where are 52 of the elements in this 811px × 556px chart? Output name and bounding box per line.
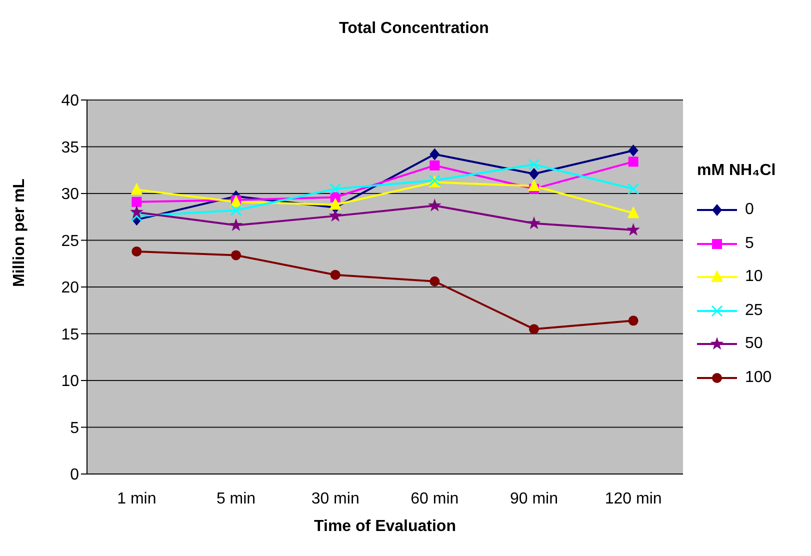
x-tick-label: 5 min	[216, 490, 256, 508]
point	[528, 158, 540, 170]
legend-label: 0	[745, 201, 754, 220]
legend-label: 25	[745, 302, 763, 320]
point	[330, 270, 340, 280]
x-axis-title: Time of Evaluation	[313, 518, 457, 536]
y-tick-label: 30	[61, 186, 80, 204]
y-tick-label: 40	[61, 92, 80, 110]
point	[627, 206, 640, 218]
point	[430, 160, 440, 170]
x-tick-label: 30 min	[311, 490, 360, 508]
legend-title: mM NH₄Cl	[697, 162, 777, 180]
point	[628, 156, 638, 167]
point	[529, 168, 539, 180]
legend-label: 10	[745, 268, 763, 286]
point	[430, 148, 440, 160]
point	[529, 324, 539, 334]
point	[130, 210, 142, 222]
x-tick-label: 60 min	[410, 490, 459, 508]
point	[428, 198, 442, 212]
point	[626, 222, 640, 236]
legend-label: 5	[745, 234, 754, 253]
x-tick-label: 1 min	[117, 490, 156, 508]
y-tick-label: 20	[61, 280, 80, 297]
point	[231, 250, 241, 260]
point	[328, 208, 342, 222]
y-tick-label: 5	[70, 420, 80, 437]
point	[628, 316, 638, 326]
point	[329, 198, 342, 210]
point	[132, 246, 142, 256]
point	[330, 183, 342, 195]
point	[527, 216, 541, 230]
point	[430, 276, 440, 286]
y-tick-label: 35	[61, 139, 80, 156]
point	[628, 183, 640, 195]
x-tick-label: 90 min	[510, 490, 558, 508]
chart-title: Total Concentration	[338, 20, 490, 38]
x-tick-label: 120 min	[604, 490, 662, 508]
y-tick-label: 15	[61, 326, 80, 344]
y-tick-label: 10	[61, 373, 80, 390]
y-tick-label: 25	[61, 232, 80, 250]
y-axis-title: Million per mL	[11, 178, 29, 287]
point	[528, 179, 540, 192]
point	[230, 204, 242, 216]
point	[132, 196, 142, 207]
point	[130, 182, 143, 195]
legend-label: 100	[745, 368, 772, 387]
legend-label: 50	[745, 335, 763, 354]
point	[130, 205, 144, 218]
point	[229, 218, 243, 231]
y-tick-label: 0	[70, 466, 80, 484]
point	[628, 144, 638, 156]
